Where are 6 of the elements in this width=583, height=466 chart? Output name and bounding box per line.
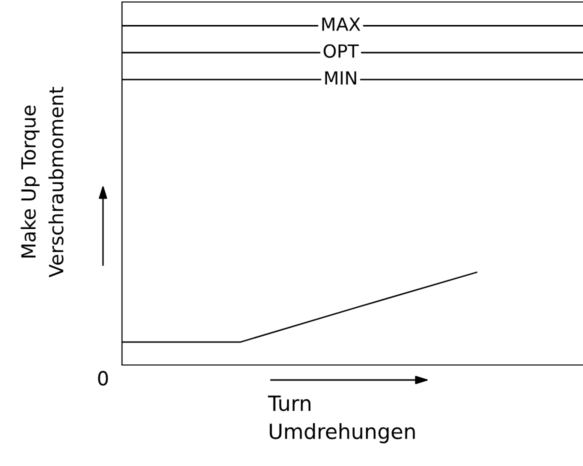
ref-line-label: MAX [322, 18, 360, 31]
ref-line-label: MIN [325, 71, 356, 84]
x-axis-title: Turn Umdrehungen [268, 396, 415, 444]
text: 0 [98, 370, 108, 386]
y-axis-title: Make Up Torque Verschraubmoment [20, 86, 64, 278]
ref-line-label: OPT [324, 44, 359, 58]
